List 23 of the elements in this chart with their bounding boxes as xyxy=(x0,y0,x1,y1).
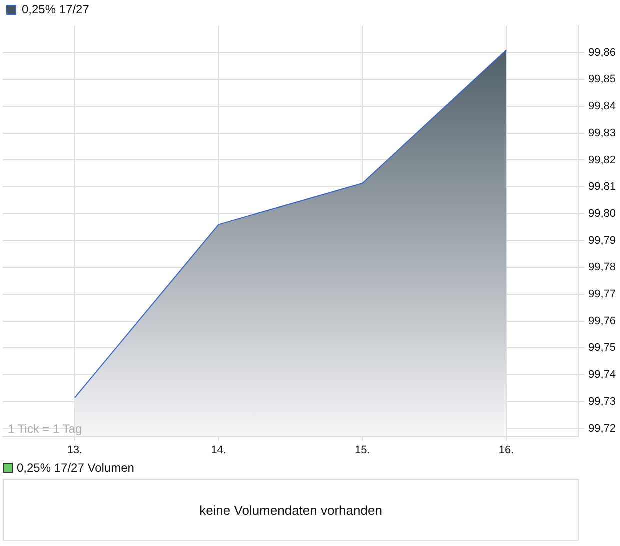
y-tick-label: 99,82 xyxy=(588,154,616,166)
y-tick-label: 99,77 xyxy=(588,288,616,301)
y-tick-label: 99,76 xyxy=(588,315,616,328)
x-tick-label: 13. xyxy=(67,444,83,456)
annotation: 1 Tick = 1 Tag xyxy=(8,422,82,436)
legend-label: 0,25% 17/27 xyxy=(22,2,90,16)
x-tick-label: 16. xyxy=(498,444,514,456)
y-tick-label: 99,74 xyxy=(588,369,616,382)
y-tick-label: 99,83 xyxy=(588,127,616,140)
y-tick-label: 99,73 xyxy=(588,396,616,408)
y-tick-label: 99,79 xyxy=(588,234,616,247)
y-tick-label: 99,84 xyxy=(588,100,616,113)
y-tick-label: 99,86 xyxy=(588,46,616,59)
y-tick-label: 99,85 xyxy=(588,74,616,86)
x-tick-label: 14. xyxy=(211,444,226,456)
x-tick-label: 15. xyxy=(355,444,370,456)
y-tick-label: 99,72 xyxy=(588,422,616,435)
y-tick-label: 99,80 xyxy=(588,208,616,220)
text: 0,25% 17/27 Volumen xyxy=(17,461,134,475)
y-tick-label: 99,75 xyxy=(588,342,616,354)
y-tick-label: 99,81 xyxy=(588,181,616,194)
y-tick-label: 99,78 xyxy=(588,262,616,274)
text: keine Volumendaten vorhanden xyxy=(3,479,579,541)
